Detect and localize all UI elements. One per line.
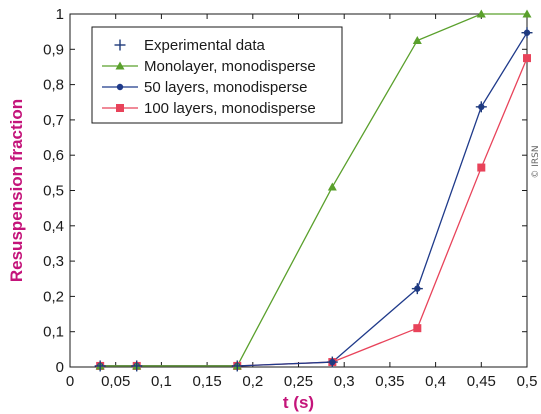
series-0-point [231, 360, 243, 372]
x-tick-label: 0,25 [284, 373, 313, 390]
x-tick-label: 0,4 [425, 373, 446, 390]
legend-label-1: Monolayer, monodisperse [144, 58, 316, 75]
y-tick-label: 0,9 [43, 41, 64, 58]
series-layer [94, 9, 533, 372]
series-3-point [477, 163, 486, 172]
x-axis-title: t (s) [283, 393, 314, 412]
x-tick-label: 0,45 [467, 373, 496, 390]
legend-marker-1 [115, 61, 125, 70]
series-0-point [131, 360, 143, 372]
x-tick-label: 0 [66, 373, 74, 390]
legend-marker-2 [116, 83, 124, 91]
series-0-point [411, 283, 423, 295]
legend-label-3: 100 layers, monodisperse [144, 100, 316, 117]
y-tick-label: 0,6 [43, 147, 64, 164]
series-1-point [412, 35, 422, 44]
legend-label-0: Experimental data [144, 37, 266, 54]
series-3-point [413, 324, 422, 333]
series-3-point [523, 54, 531, 63]
x-tick-label: 0,1 [151, 373, 172, 390]
legend-marker-0 [114, 39, 126, 51]
series-1-point [327, 182, 337, 191]
y-tick-label: 0,8 [43, 77, 64, 94]
x-tick-label: 0,35 [375, 373, 404, 390]
series-0-point [475, 101, 487, 113]
x-tick-label: 0,5 [517, 373, 538, 390]
y-tick-label: 0 [56, 359, 64, 376]
legend-label-2: 50 layers, monodisperse [144, 79, 307, 96]
x-tick-label: 0,15 [192, 373, 221, 390]
y-axis: 0 0,1 0,2 0,3 0,4 0,5 0,6 0,7 0,8 0,9 1 [43, 6, 527, 376]
legend-marker-3 [116, 104, 124, 112]
series-0-point [94, 360, 106, 372]
y-axis-title: Resuspension fraction [7, 99, 26, 282]
y-tick-label: 0,1 [43, 324, 64, 341]
y-tick-label: 0,2 [43, 288, 64, 305]
x-tick-label: 0,05 [101, 373, 130, 390]
y-tick-label: 0,4 [43, 218, 64, 235]
series-1-point [522, 9, 532, 18]
series-1-point [476, 9, 486, 18]
series-0-point [521, 27, 533, 39]
y-tick-label: 0,3 [43, 253, 64, 270]
credit-label: © IRSN [531, 145, 541, 178]
x-tick-label: 0,2 [242, 373, 263, 390]
legend: Experimental data Monolayer, monodisperse… [91, 26, 343, 124]
y-tick-label: 1 [56, 6, 64, 23]
legend-box [91, 26, 343, 124]
x-tick-label: 0,3 [334, 373, 355, 390]
y-tick-label: 0,5 [43, 183, 64, 200]
y-tick-label: 0,7 [43, 112, 64, 129]
x-axis: 0 0,05 0,1 0,15 0,2 0,25 0,3 0,35 0,4 0,45 0,5 [66, 14, 538, 390]
series-0-point [326, 356, 338, 368]
